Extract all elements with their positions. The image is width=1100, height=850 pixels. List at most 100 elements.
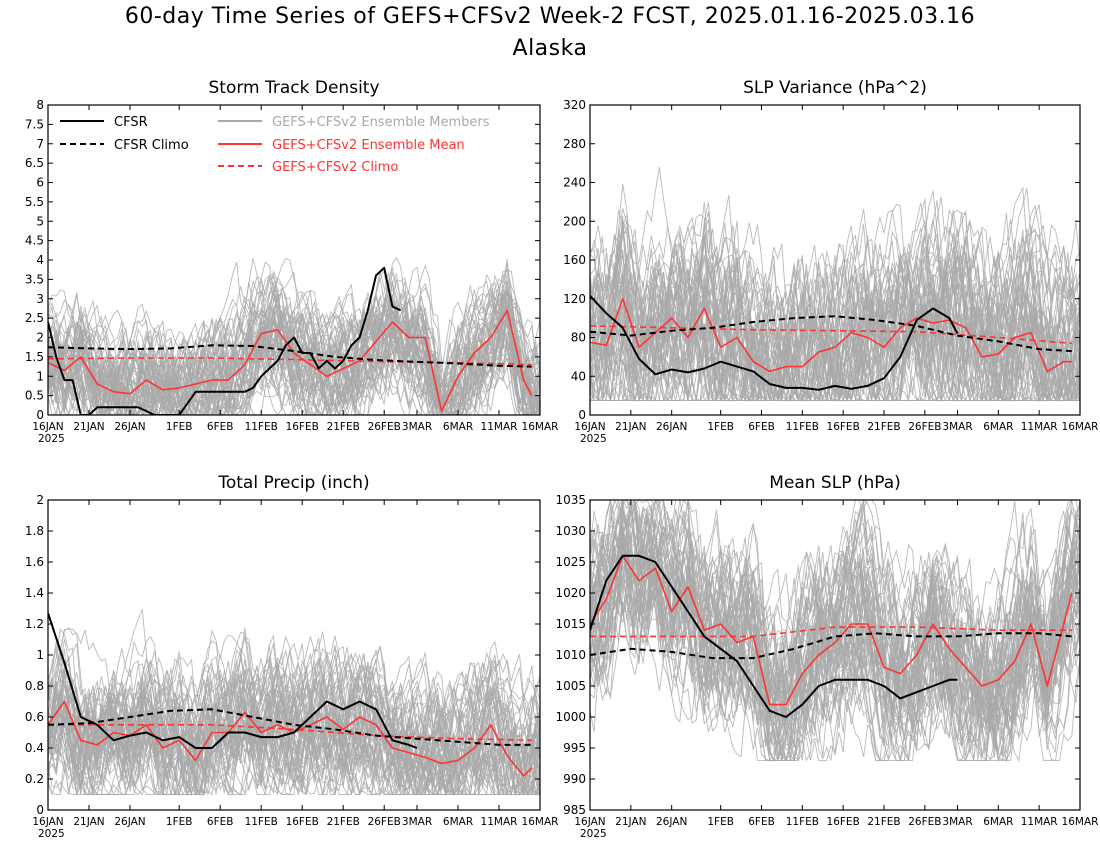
ensemble-member-line [48,266,540,415]
ensemble-member-line [590,500,1080,760]
y-tick-label: 1020 [555,586,586,600]
y-tick-label: 6 [36,176,44,190]
series-line-gefs-cfsv2-climo [48,723,532,742]
ensemble-member-line [48,304,540,415]
chart-title: Mean SLP (hPa) [769,473,901,493]
chart-panel-3: Total Precip (inch) 0 0.2 0.4 0.6 0.8 1 1.2 1.4 1… [25,473,559,840]
y-tick-label: 40 [571,369,586,383]
ensemble-member-line [48,297,540,415]
y-tick-label: 1030 [555,524,586,538]
series-line-gefs-cfsv2-ensemble-mean [590,297,1072,373]
series-line-cfsr-climo [48,708,532,746]
y-tick-label: 1025 [555,555,586,569]
ensemble-member-line [590,233,1080,402]
x-tick-label: 21JAN [615,421,646,433]
ensemble-member-line [48,642,540,796]
x-tick-label: 26JAN [114,816,145,828]
x-tick-label: 26FEB [908,421,941,433]
x-tick-label: 6FEB [748,816,775,828]
x-year-label: 2025 [580,828,607,840]
y-tick-label: 2.5 [25,311,44,325]
x-tick-label: 16FEB [827,421,860,433]
series-line-cfsr [590,295,959,391]
x-tick-label: 26JAN [114,421,145,433]
ensemble-member-line [590,234,1080,401]
x-tick-label: 11MAR [481,816,518,828]
y-tick-label: 1.4 [25,586,44,600]
ensemble-member-line [590,240,1080,403]
ensemble-member-line [48,287,540,415]
legend-members-label: GEFS+CFSv2 Ensemble Members [272,115,490,130]
x-tick-label: 21FEB [867,816,900,828]
figure-region: Alaska [512,36,588,61]
ensemble-member-line [48,304,540,415]
plot-area [48,608,540,797]
x-tick-label: 3MAR [402,816,432,828]
x-tick-label: 11FEB [245,816,278,828]
x-tick-label: 16JAN [32,816,63,828]
legend-cfsr-label: CFSR [114,115,148,130]
x-tick-label: 26JAN [656,816,687,828]
y-tick-label: 120 [563,292,586,306]
series-line-gefs-cfsv2-climo [590,325,1072,345]
x-tick-label: 6MAR [983,421,1013,433]
x-year-label: 2025 [38,828,65,840]
ensemble-member-line [590,510,1080,761]
x-tick-label: 16MAR [1062,816,1099,828]
y-tick-label: 6.5 [25,156,44,170]
y-tick-label: 4.5 [25,234,44,248]
series-line-gefs-cfsv2-ensemble-mean [590,554,1073,706]
legend-climo-label: GEFS+CFSv2 Climo [272,160,398,175]
y-tick-label: 160 [563,253,586,267]
ensemble-member-line [590,227,1080,403]
y-tick-label: 0.2 [25,772,44,786]
x-tick-label: 26FEB [908,816,941,828]
ensemble-member-line [48,293,540,415]
y-tick-label: 3.5 [25,272,44,286]
ensemble-member-line [590,513,1080,760]
series-line-cfsr-climo [48,344,532,368]
x-tick-label: 21FEB [327,421,360,433]
y-tick-label: 0.5 [25,389,44,403]
y-tick-label: 1.2 [25,617,44,631]
x-tick-label: 16FEB [286,816,319,828]
ensemble-member-line [590,225,1080,402]
y-tick-label: 280 [563,137,586,151]
x-tick-label: 21FEB [327,816,360,828]
legend-cfsr-climo-label: CFSR Climo [114,138,189,153]
y-tick-label: 8 [36,98,44,112]
ensemble-member-line [48,658,540,796]
ensemble-member-line [590,500,1080,761]
series-line-cfsr [48,612,418,749]
x-tick-label: 16FEB [286,421,319,433]
y-tick-label: 5 [36,214,44,228]
ensemble-member-line [48,642,540,790]
ensemble-member-line [590,555,1080,753]
y-tick-label: 80 [571,331,586,345]
y-tick-label: 0.4 [25,741,44,755]
legend-mean-label: GEFS+CFSv2 Ensemble Mean [272,138,465,153]
ensemble-member-line [590,500,1080,762]
ensemble-member-line [590,202,1080,401]
y-tick-label: 1.8 [25,524,44,538]
x-tick-label: 11MAR [1021,816,1058,828]
plot-area [590,500,1080,763]
x-tick-label: 1FEB [166,816,193,828]
x-tick-label: 11MAR [1021,421,1058,433]
chart-panel-2: SLP Variance (hPa^2) 0 40 80 120 160 200 240 280… [563,78,1098,445]
ensemble-member-line [48,274,540,415]
x-tick-label: 16MAR [522,816,559,828]
x-tick-label: 26FEB [368,421,401,433]
y-tick-label: 5.5 [25,195,44,209]
y-tick-label: 240 [563,176,586,190]
ensemble-member-line [590,500,1080,762]
y-tick-label: 1.5 [25,350,44,364]
y-tick-label: 0.8 [25,679,44,693]
x-tick-label: 26JAN [656,421,687,433]
chart-title: SLP Variance (hPa^2) [743,78,927,98]
x-tick-label: 11FEB [786,816,819,828]
ensemble-member-line [48,302,540,415]
y-tick-label: 990 [563,772,586,786]
y-tick-label: 2 [36,493,44,507]
